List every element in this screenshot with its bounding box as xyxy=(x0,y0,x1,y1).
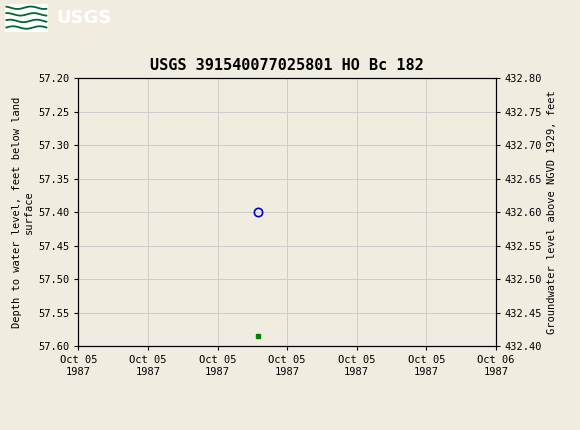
Y-axis label: Depth to water level, feet below land
surface: Depth to water level, feet below land su… xyxy=(12,97,34,328)
Title: USGS 391540077025801 HO Bc 182: USGS 391540077025801 HO Bc 182 xyxy=(150,58,424,73)
Y-axis label: Groundwater level above NGVD 1929, feet: Groundwater level above NGVD 1929, feet xyxy=(546,90,557,334)
Bar xyxy=(5,3,48,32)
Text: USGS: USGS xyxy=(57,9,112,27)
